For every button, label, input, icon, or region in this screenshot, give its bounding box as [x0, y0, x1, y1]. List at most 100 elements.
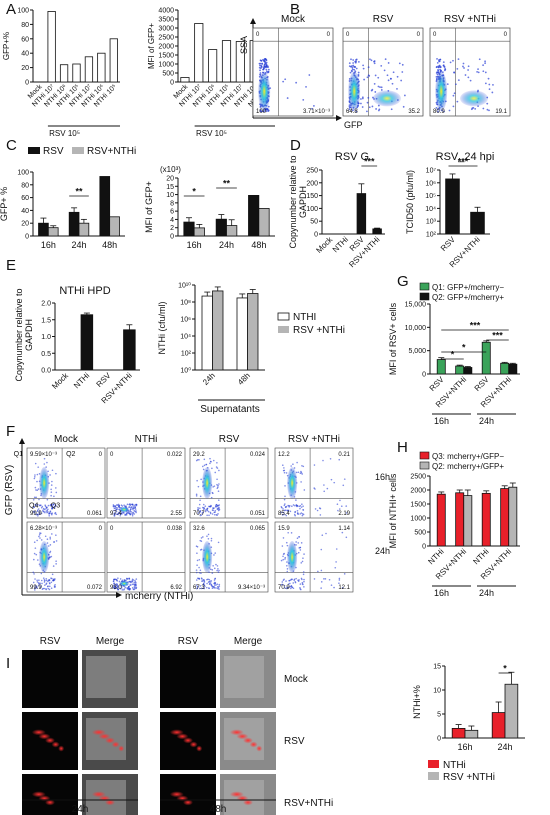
panel-h-bar: [481, 492, 491, 547]
panel-i-column-title: Merge: [96, 636, 125, 647]
legend-label: RSV +NTHi: [443, 772, 495, 783]
flow-dot: [36, 489, 39, 492]
flow-dot: [452, 94, 455, 97]
flow-plot-frame: [189, 447, 269, 519]
flow-dot: [38, 579, 40, 581]
flow-dot: [443, 110, 445, 113]
flow-dot: [351, 70, 353, 73]
quadrant-value: 100: [256, 109, 267, 115]
flow-dot: [283, 471, 286, 474]
flow-dot: [267, 68, 270, 71]
flow-dot: [46, 585, 49, 588]
flow-dot: [130, 508, 132, 510]
flow-dot: [301, 464, 303, 467]
flow-dot: [47, 545, 50, 547]
flow-dots: [280, 531, 348, 591]
panel-c-mfi-y-tick-label: 6: [170, 209, 174, 216]
flow-dot: [333, 481, 336, 484]
flow-dot: [291, 505, 293, 508]
panel-e-group-label: Supernatants: [200, 404, 260, 415]
flow-dot: [218, 483, 220, 485]
flow-dot: [299, 513, 302, 515]
flow-dot: [282, 469, 285, 472]
quadrant-value: 12.2: [278, 452, 290, 458]
flow-dot: [51, 513, 53, 516]
rsv-image: [160, 774, 216, 815]
flow-dot: [218, 569, 220, 572]
flow-dot: [195, 569, 198, 571]
flow-dot: [215, 513, 218, 516]
flow-dot: [443, 66, 446, 68]
flow-dot: [360, 98, 362, 100]
flow-dot: [287, 586, 290, 589]
quadrant-value: 99.9: [30, 511, 42, 517]
flow-dot: [207, 581, 210, 583]
flow-dot: [211, 584, 213, 587]
quadrant-value: 0.21: [338, 452, 350, 458]
panel-h-y-label: MFI of NTHI+ cells: [388, 473, 398, 548]
panel-d-tcid-y-tick-label: 10⁶: [425, 180, 436, 187]
flow-dot: [48, 588, 51, 591]
flow-dot: [38, 473, 41, 475]
quadrant-name: Q2: [66, 451, 75, 458]
flow-dot: [285, 514, 288, 517]
flow-dot: [197, 485, 200, 488]
panel-h-y-tick-label: 1500: [410, 502, 426, 509]
flow-dot: [131, 578, 134, 581]
flow-dot: [132, 503, 134, 506]
panel-i-category-label: 16h: [457, 742, 472, 752]
flow-dot: [48, 512, 51, 514]
rsv-fluorescence: [105, 737, 115, 744]
flow-dot: [285, 580, 287, 582]
flow-dot: [35, 489, 37, 491]
flow-dot: [133, 588, 135, 591]
flow-dot: [355, 110, 358, 113]
flow-dot: [391, 82, 394, 85]
flow-dot: [317, 570, 319, 573]
flow-dot: [349, 71, 352, 74]
flow-dot: [218, 583, 221, 586]
flow-dot: [209, 462, 211, 465]
flow-dot: [210, 496, 213, 499]
panel-g-legend-swatch: [419, 282, 430, 291]
quadrant-value: 0: [110, 526, 114, 532]
flow-dot: [202, 582, 205, 585]
flow-dot: [212, 492, 214, 495]
merge-image: [220, 774, 276, 815]
flow-dot: [214, 582, 217, 584]
flow-dot: [198, 558, 201, 561]
panel-c-mfi-bar: [215, 218, 227, 237]
flow-dot: [198, 571, 201, 574]
flow-dot: [216, 483, 218, 486]
flow-dot: [282, 80, 285, 83]
flow-dot: [265, 64, 268, 67]
flow-dot: [49, 474, 51, 476]
y-arrow-head: [250, 18, 256, 24]
panel-a-gfp-bar: [47, 11, 56, 83]
panel-h-group-label: 24h: [479, 588, 494, 598]
flow-dot: [40, 512, 43, 515]
panel-letter-f: F: [6, 423, 15, 440]
flow-dot: [348, 62, 351, 65]
flow-dot: [45, 583, 47, 585]
flow-dot: [444, 67, 447, 70]
flow-dot: [467, 65, 470, 68]
flow-dot: [116, 507, 118, 509]
panel-g-bar: [455, 365, 465, 375]
flow-dot: [117, 587, 119, 589]
flow-dot: [55, 491, 58, 494]
flow-dot: [341, 531, 344, 534]
flow-dot: [54, 504, 57, 507]
merge-image: [82, 774, 138, 815]
flow-dot: [380, 89, 383, 91]
flow-dot: [488, 109, 490, 112]
flow-dot: [33, 510, 36, 513]
panel-g-y-label: MFI of RSV+ cells: [388, 302, 398, 375]
rsv-fluorescence: [118, 745, 125, 752]
rsv-fluorescence: [105, 799, 115, 806]
panel-f-column-title: Mock: [54, 434, 79, 445]
flow-dot: [202, 587, 205, 590]
flow-dot: [124, 586, 127, 589]
quadrant-value: 6.92: [170, 585, 182, 591]
flow-dot: [38, 498, 40, 501]
